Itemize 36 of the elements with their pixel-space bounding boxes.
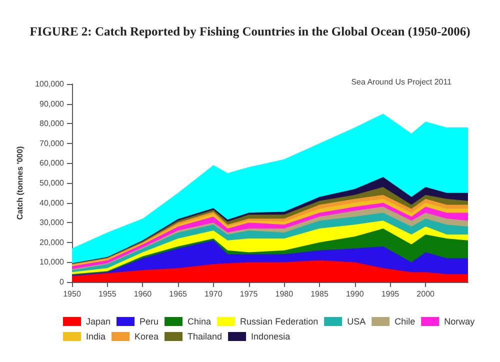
x-tick-label: 1965 [169, 290, 188, 298]
x-tick-label: 1980 [275, 290, 294, 298]
legend-label: Peru [140, 316, 159, 326]
x-tick-label: 1955 [98, 290, 117, 298]
legend-label: India [86, 332, 106, 342]
y-tick-label: 80,000 [40, 119, 65, 128]
y-axis-title: Catch (tonnes '000) [16, 146, 24, 220]
y-tick-label: 30,000 [40, 218, 65, 228]
x-tick-label: 1970 [204, 290, 223, 298]
y-tick-label: 70,000 [40, 138, 65, 148]
legend-label: Norway [444, 316, 476, 326]
y-tick-label: 60,000 [40, 158, 65, 168]
legend-label: Chile [394, 316, 416, 326]
y-tick-label: 90,000 [40, 99, 65, 108]
annotation: Sea Around Us Project 2011 [351, 78, 452, 86]
legend-label: Indonesia [251, 332, 290, 342]
legend-label: Thailand [188, 332, 222, 342]
y-tick-label: 20,000 [40, 238, 65, 247]
legend-label: Russian Federation [240, 316, 318, 326]
y-tick-label: 40,000 [40, 198, 65, 208]
x-tick-label: 1960 [134, 290, 152, 298]
y-tick-label: 100,000 [35, 80, 65, 88]
x-tick-label: 2000 [416, 290, 436, 298]
chart-title: FIGURE 2: Catch Reported by Fishing Countries in the Global Ocean (1950-2006) [30, 24, 470, 38]
y-tick-label: 0 [60, 278, 65, 286]
x-tick-label: 1985 [310, 290, 329, 298]
y-tick-label: 50,000 [40, 178, 65, 188]
legend-label: China [188, 316, 212, 326]
x-tick-label: 1975 [240, 290, 258, 298]
legend-label: USA [347, 316, 366, 326]
x-tick-label: 1990 [346, 290, 364, 298]
x-tick-label: 1950 [63, 290, 82, 298]
legend-label: Korea [134, 332, 159, 342]
x-tick-label: 1995 [381, 290, 400, 298]
y-tick-label: 10,000 [40, 258, 65, 267]
legend-label: Japan [86, 316, 111, 326]
